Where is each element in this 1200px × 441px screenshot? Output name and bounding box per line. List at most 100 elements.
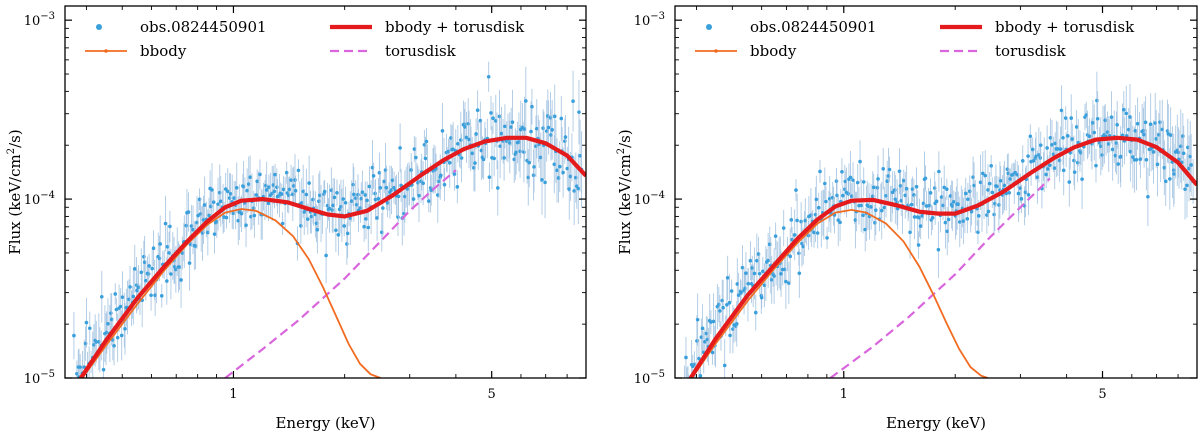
data-point <box>343 200 348 205</box>
data-point <box>502 156 506 160</box>
data-point <box>293 178 297 182</box>
data-point <box>1056 147 1060 151</box>
axis-ticks <box>65 6 587 379</box>
data-point <box>522 127 527 131</box>
data-point <box>411 197 416 201</box>
data-point <box>356 192 360 197</box>
data-point <box>218 199 223 204</box>
data-point <box>168 224 172 229</box>
data-point <box>286 193 291 198</box>
data-point <box>683 385 687 389</box>
data-point <box>186 210 191 214</box>
bbody-curve <box>81 208 381 378</box>
data-point <box>421 181 425 186</box>
data-point <box>838 220 842 225</box>
data-point <box>861 213 865 218</box>
data-point <box>423 156 428 161</box>
data-point <box>135 288 139 293</box>
data-point <box>322 189 327 194</box>
data-point <box>489 111 493 115</box>
data-point <box>721 305 725 310</box>
data-point <box>937 169 941 174</box>
data-point <box>752 271 757 276</box>
data-point <box>552 162 557 167</box>
y-tick-label: 10−5 <box>24 369 55 387</box>
data-point <box>887 167 892 172</box>
data-point <box>384 185 389 190</box>
data-point <box>916 243 921 247</box>
data-point <box>1069 116 1074 120</box>
data-point <box>863 227 868 232</box>
data-point <box>113 292 118 296</box>
data-point <box>795 218 799 223</box>
data-point <box>1058 147 1063 151</box>
data-point <box>414 155 418 160</box>
data-point <box>1034 154 1038 159</box>
data-point <box>932 186 937 190</box>
data-point <box>1143 120 1148 125</box>
data-point <box>684 355 688 360</box>
data-point <box>1059 108 1064 113</box>
data-point <box>1141 128 1146 133</box>
data-point <box>1148 122 1153 127</box>
data-point <box>1050 142 1054 147</box>
data-point <box>96 394 100 398</box>
legend-item-total: bbody + torusdisk <box>330 18 525 36</box>
data-point <box>825 236 829 240</box>
data-point <box>924 204 929 208</box>
data-point <box>112 343 116 348</box>
data-point <box>1163 179 1168 184</box>
data-point <box>396 194 401 199</box>
legend-label: bbody + torusdisk <box>385 18 525 36</box>
data-point <box>861 180 866 184</box>
data-point <box>766 258 770 263</box>
legend-label: bbody <box>140 42 187 60</box>
data-point <box>306 217 310 221</box>
data-point <box>139 270 144 275</box>
data-point <box>950 204 955 208</box>
data-point <box>193 244 198 248</box>
data-point <box>1134 157 1139 162</box>
data-point <box>986 188 990 192</box>
data-point <box>507 141 512 145</box>
data-point <box>557 164 562 169</box>
data-point <box>746 281 751 286</box>
data-point <box>540 178 544 182</box>
data-point <box>309 214 314 219</box>
data-point <box>697 356 701 361</box>
data-point <box>244 223 248 228</box>
data-point <box>474 132 478 136</box>
data-point <box>514 150 518 155</box>
data-point <box>814 197 819 202</box>
data-point <box>151 246 156 251</box>
data-point <box>728 333 732 338</box>
data-point <box>739 291 743 295</box>
data-point <box>563 135 568 139</box>
data-point <box>475 108 480 112</box>
data-point <box>1045 146 1049 150</box>
data-point <box>279 192 284 196</box>
data-point <box>936 247 941 252</box>
legend-item-torusdisk: torusdisk <box>940 42 1067 60</box>
legend-item-obs: obs.0824450901 <box>706 18 877 36</box>
data-point <box>1183 187 1187 191</box>
data-point <box>177 265 182 269</box>
data-point <box>729 289 734 293</box>
data-point <box>1168 177 1172 181</box>
data-point <box>755 258 759 263</box>
data-point <box>202 203 207 207</box>
data-point <box>576 186 581 191</box>
data-point <box>788 254 793 259</box>
data-point <box>694 382 698 386</box>
data-point <box>794 188 798 192</box>
data-point <box>144 278 148 283</box>
data-point <box>687 391 691 395</box>
data-point <box>293 188 298 193</box>
data-point <box>792 233 797 237</box>
data-point <box>159 294 164 298</box>
data-point <box>531 173 536 177</box>
legend-item-bbody: bbody <box>85 42 187 60</box>
data-point <box>473 161 477 165</box>
data-point <box>106 321 110 326</box>
data-point <box>376 196 381 201</box>
